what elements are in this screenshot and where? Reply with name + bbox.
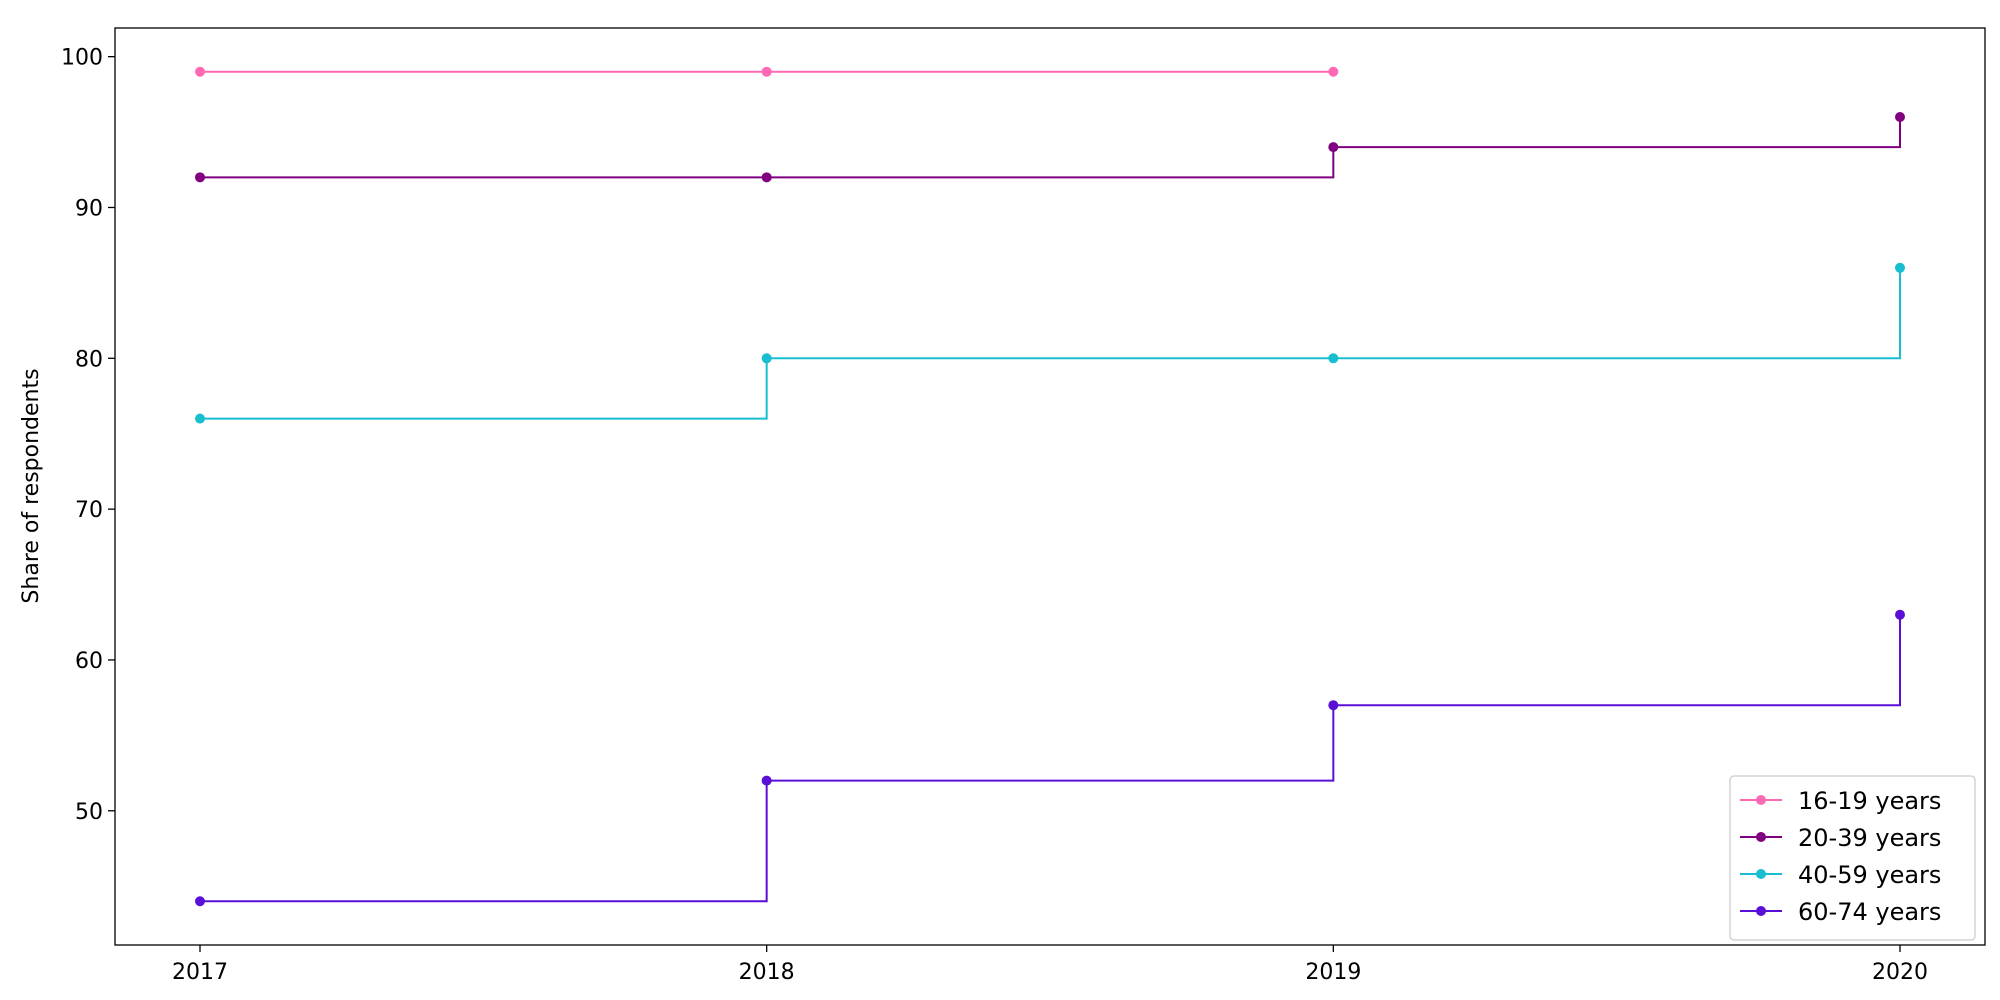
series-line-2: [200, 267, 1901, 420]
series-line-3: [200, 614, 1901, 903]
data-point: [761, 172, 772, 183]
y-axis-title: Share of respondents: [19, 368, 44, 603]
legend-label: 20-39 years: [1798, 824, 1941, 852]
y-tick-label: 90: [75, 196, 103, 221]
legend-label: 60-74 years: [1798, 898, 1941, 926]
x-tick-label: 2017: [172, 960, 228, 985]
legend-label: 16-19 years: [1798, 787, 1941, 815]
data-point: [1895, 609, 1905, 620]
data-point: [1328, 142, 1339, 153]
data-point: [761, 775, 772, 786]
legend-label: 40-59 years: [1798, 861, 1941, 889]
legend-swatch-marker: [1756, 795, 1766, 805]
data-point: [761, 353, 772, 364]
legend-swatch-marker: [1756, 832, 1766, 842]
x-tick-label: 2020: [1872, 960, 1928, 985]
legend-swatch-marker: [1756, 869, 1766, 879]
series-line-1: [200, 116, 1901, 179]
data-point: [1328, 700, 1339, 711]
data-point: [1895, 262, 1905, 273]
data-point: [195, 896, 205, 907]
data-point: [195, 172, 205, 183]
data-point: [761, 66, 772, 77]
data-point: [1895, 111, 1905, 122]
plot-area: [114, 27, 1986, 946]
y-tick-label: 80: [75, 347, 103, 372]
legend-swatch-marker: [1756, 906, 1766, 916]
data-point: [1328, 353, 1339, 364]
y-tick-label: 60: [75, 649, 103, 674]
data-point: [195, 413, 205, 424]
x-tick-label: 2018: [739, 960, 795, 985]
y-tick-label: 50: [75, 800, 103, 825]
y-tick-label: 70: [75, 498, 103, 523]
data-point: [195, 66, 205, 77]
data-point: [1328, 66, 1339, 77]
x-tick-label: 2019: [1305, 960, 1361, 985]
y-tick-label: 100: [61, 46, 103, 71]
legend-box: [1729, 775, 1976, 941]
